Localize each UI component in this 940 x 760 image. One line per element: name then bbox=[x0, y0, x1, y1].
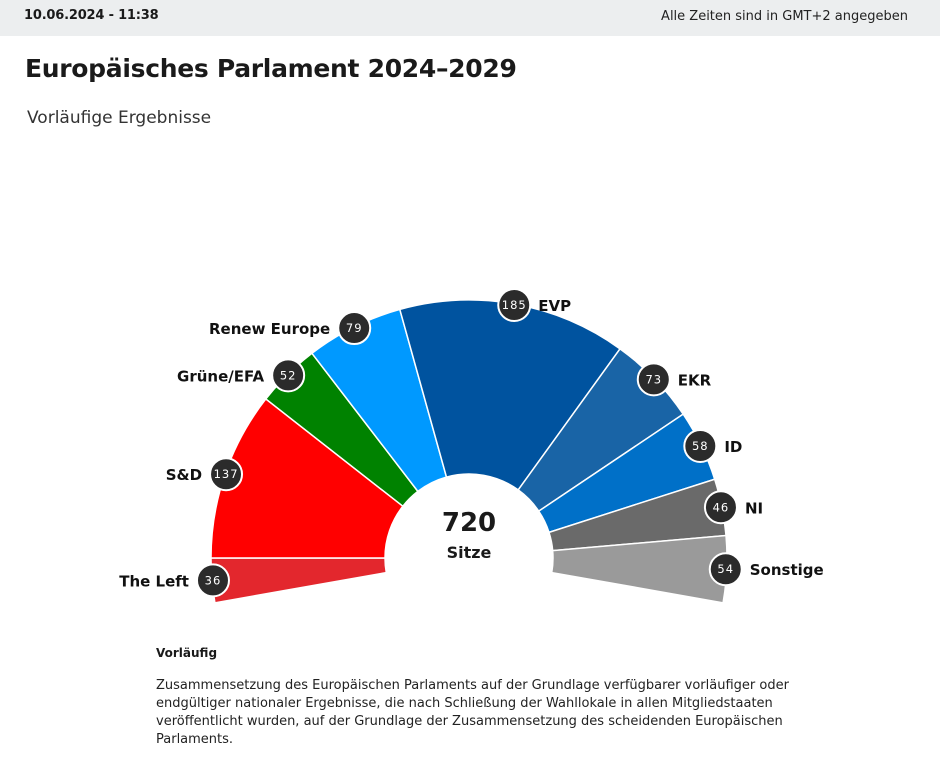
seat-badge-sonstige: 54 bbox=[708, 552, 743, 587]
seat-badge-renew-europe: 79 bbox=[337, 311, 372, 346]
party-label-the-left: The Left bbox=[119, 572, 189, 590]
seat-count-sonstige: 54 bbox=[717, 562, 734, 576]
seat-count-the-left: 36 bbox=[205, 573, 222, 587]
hemicycle-chart: 36 137 52 79 185 73 58 46 54 The Left S&D Grüne/EF… bbox=[119, 288, 824, 604]
party-label-ni: NI bbox=[745, 499, 763, 517]
party-labels: The Left S&D Grüne/EFA Renew Europe EVP EKR ID… bbox=[119, 297, 823, 590]
seat-badges: 36 137 52 79 185 73 58 46 54 bbox=[195, 288, 743, 598]
party-label-id: ID bbox=[724, 438, 742, 456]
seat-count-evp: 185 bbox=[502, 298, 527, 312]
seat-count-renew-europe: 79 bbox=[346, 321, 363, 335]
seat-count-grüne-efa: 52 bbox=[280, 368, 297, 382]
seat-badge-circle bbox=[271, 358, 306, 393]
seat-badge-circle bbox=[497, 288, 532, 323]
timezone-note: Alle Zeiten sind in GMT+2 angegeben bbox=[661, 9, 908, 24]
seat-count-ekr: 73 bbox=[645, 372, 662, 386]
seat-badge-circle bbox=[636, 362, 671, 397]
seat-badge-ekr: 73 bbox=[636, 362, 671, 397]
seat-count-ni: 46 bbox=[713, 500, 730, 514]
seat-badge-ni: 46 bbox=[703, 490, 738, 525]
seat-badge-evp: 185 bbox=[497, 288, 532, 323]
party-label-renew-europe: Renew Europe bbox=[209, 320, 330, 338]
party-label-sonstige: Sonstige bbox=[750, 561, 824, 579]
seat-badge-the-left: 36 bbox=[195, 563, 230, 598]
seat-badge-circle bbox=[337, 311, 372, 346]
seat-badge-circle bbox=[209, 457, 244, 492]
party-label-sandd: S&D bbox=[166, 466, 202, 484]
page-title: Europäisches Parlament 2024–2029 bbox=[25, 54, 517, 83]
footnote-text: Zusammensetzung des Europäischen Parlame… bbox=[156, 678, 789, 747]
seat-badge-grüne-efa: 52 bbox=[271, 358, 306, 393]
segment-the-left bbox=[210, 557, 388, 604]
seat-badge-circle bbox=[703, 490, 738, 525]
party-label-ekr: EKR bbox=[678, 371, 712, 389]
seat-badge-sandd: 137 bbox=[209, 457, 244, 492]
segment-evp bbox=[398, 299, 622, 491]
segment-sandd bbox=[210, 397, 404, 559]
segment-sonstige bbox=[550, 534, 728, 604]
seat-segments bbox=[210, 299, 728, 604]
seat-count-sandd: 137 bbox=[214, 467, 239, 481]
page-subtitle: Vorläufige Ergebnisse bbox=[27, 108, 212, 128]
seat-badge-circle bbox=[708, 552, 743, 587]
seat-badge-circle bbox=[195, 563, 230, 598]
party-label-grüne-efa: Grüne/EFA bbox=[177, 367, 264, 385]
total-seats-value: 720 bbox=[442, 508, 496, 538]
footnote-title: Vorläufig bbox=[156, 646, 218, 660]
seat-count-id: 58 bbox=[692, 439, 709, 453]
total-seats-label: Sitze bbox=[447, 543, 492, 562]
party-label-evp: EVP bbox=[538, 297, 571, 315]
segment-renew-europe bbox=[310, 308, 448, 493]
timestamp: 10.06.2024 - 11:38 bbox=[24, 8, 159, 23]
top-bar: 10.06.2024 - 11:38 Alle Zeiten sind in G… bbox=[0, 0, 940, 36]
seat-badge-circle bbox=[683, 429, 718, 464]
seat-badge-id: 58 bbox=[683, 429, 718, 464]
